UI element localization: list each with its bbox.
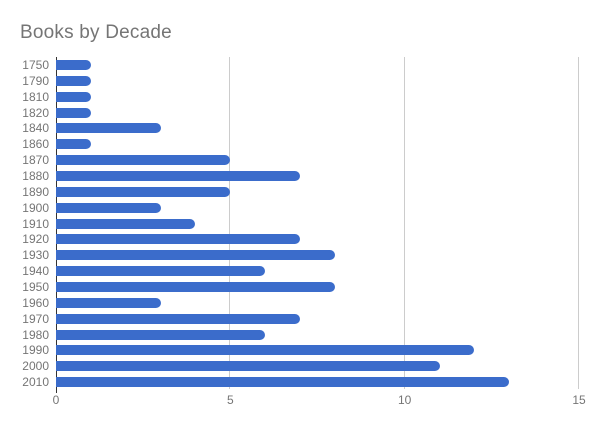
chart-title: Books by Decade — [20, 22, 172, 43]
y-axis-label-1950: 1950 — [22, 279, 49, 294]
bar-1930[interactable] — [56, 250, 335, 261]
y-axis-label-1990: 1990 — [22, 343, 49, 358]
y-axis-label-1920: 1920 — [22, 232, 49, 247]
bar-1960[interactable] — [56, 297, 161, 308]
bar-row-1990 — [56, 342, 579, 358]
bar-row-1820 — [56, 105, 579, 121]
bar-row-1840 — [56, 120, 579, 136]
gridline-5 — [229, 57, 231, 389]
y-axis-label-1840: 1840 — [22, 121, 49, 136]
bar-1790[interactable] — [56, 75, 91, 86]
y-axis-label-2000: 2000 — [22, 359, 49, 374]
plot-area — [56, 57, 579, 393]
y-axis-label-1880: 1880 — [22, 168, 49, 183]
bar-row-1910 — [56, 216, 579, 232]
bar-1750[interactable] — [56, 59, 91, 70]
y-axis: 1750 1790 1810 1820 1840 1860 1870 1880 1890 1900… — [0, 57, 49, 390]
y-axis-label-1810: 1810 — [22, 89, 49, 104]
y-axis-label-1980: 1980 — [22, 327, 49, 342]
bar-1950[interactable] — [56, 281, 335, 292]
bar-2010[interactable] — [56, 377, 510, 388]
x-axis-tick-label-0: 0 — [52, 393, 60, 407]
y-axis-label-2010: 2010 — [22, 375, 49, 390]
y-axis-label-1870: 1870 — [22, 153, 49, 168]
bar-row-1860 — [56, 136, 579, 152]
bar-1940[interactable] — [56, 266, 266, 277]
bar-row-2010 — [56, 374, 579, 390]
bar-row-1980 — [56, 327, 579, 343]
y-axis-label-1970: 1970 — [22, 311, 49, 326]
bar-1840[interactable] — [56, 123, 161, 134]
bar-row-1930 — [56, 247, 579, 263]
y-axis-label-1890: 1890 — [22, 184, 49, 199]
bar-series — [56, 57, 579, 390]
x-axis-tick-label-10: 10 — [397, 393, 412, 407]
bar-1990[interactable] — [56, 345, 475, 356]
bar-1970[interactable] — [56, 313, 301, 324]
bar-2000[interactable] — [56, 361, 440, 372]
bar-1980[interactable] — [56, 329, 266, 340]
bar-row-1950 — [56, 279, 579, 295]
bar-1810[interactable] — [56, 91, 91, 102]
bar-row-1920 — [56, 231, 579, 247]
bar-row-1790 — [56, 73, 579, 89]
bar-row-1940 — [56, 263, 579, 279]
bar-row-2000 — [56, 358, 579, 374]
bar-row-1890 — [56, 184, 579, 200]
bar-1820[interactable] — [56, 107, 91, 118]
bar-1920[interactable] — [56, 234, 301, 245]
gridline-10 — [403, 57, 405, 389]
bar-1860[interactable] — [56, 139, 91, 150]
y-axis-label-1790: 1790 — [22, 73, 49, 88]
bar-row-1900 — [56, 200, 579, 216]
y-axis-label-1820: 1820 — [22, 105, 49, 120]
y-axis-label-1750: 1750 — [22, 57, 49, 72]
y-axis-label-1910: 1910 — [22, 216, 49, 231]
y-axis-label-1900: 1900 — [22, 200, 49, 215]
x-axis-tick-label-15: 15 — [572, 393, 586, 407]
bar-1890[interactable] — [56, 186, 231, 197]
bar-1880[interactable] — [56, 170, 301, 181]
x-axis-tick-label-5: 5 — [226, 393, 234, 407]
y-axis-label-1930: 1930 — [22, 248, 49, 263]
y-axis-label-1860: 1860 — [22, 137, 49, 152]
bar-1910[interactable] — [56, 218, 196, 229]
y-axis-label-1960: 1960 — [22, 295, 49, 310]
bar-row-1810 — [56, 89, 579, 105]
bar-1900[interactable] — [56, 202, 161, 213]
gridline-15 — [578, 57, 579, 389]
bar-1870[interactable] — [56, 155, 231, 166]
bar-row-1880 — [56, 168, 579, 184]
bar-row-1970 — [56, 311, 579, 327]
bar-row-1960 — [56, 295, 579, 311]
bar-row-1750 — [56, 57, 579, 73]
y-axis-label-1940: 1940 — [22, 264, 49, 279]
bar-row-1870 — [56, 152, 579, 168]
